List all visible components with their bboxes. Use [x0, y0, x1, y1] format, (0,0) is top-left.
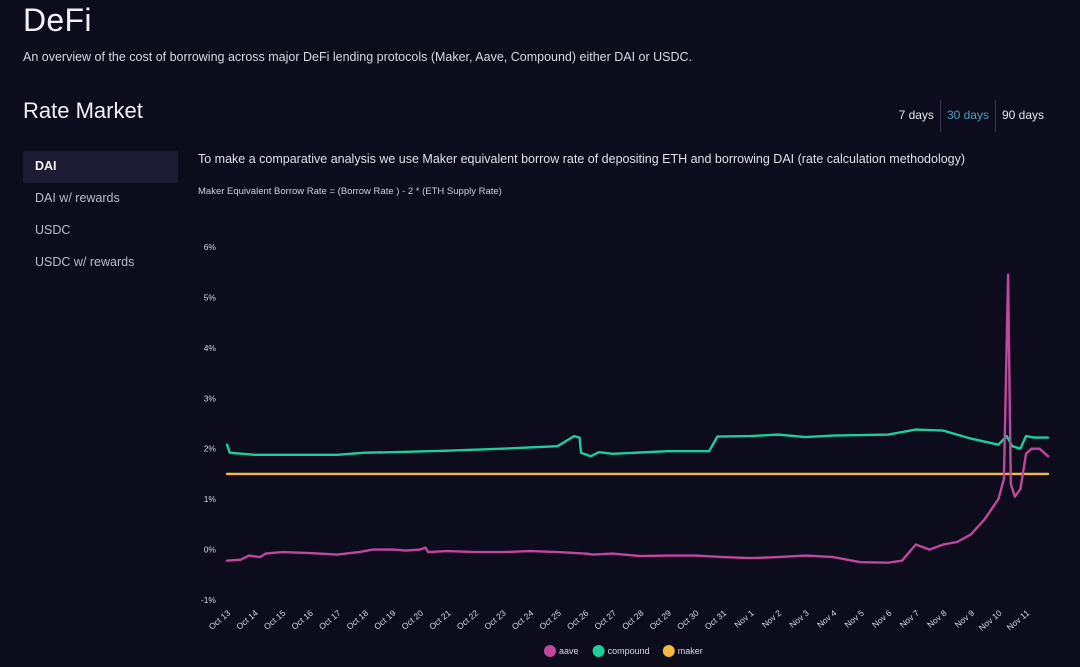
legend-label-maker: maker — [678, 646, 703, 656]
x-tick-label: Oct 16 — [289, 608, 315, 632]
tab-90-days[interactable]: 90 days — [1001, 108, 1044, 122]
x-tick-label: Oct 15 — [262, 608, 288, 632]
page-subtitle: An overview of the cost of borrowing acr… — [23, 50, 693, 64]
x-tick-label: Nov 11 — [1005, 608, 1032, 633]
x-tick-label: Oct 27 — [592, 608, 618, 632]
x-tick-label: Nov 9 — [953, 608, 977, 630]
rate-chart: -1%0%1%2%3%4%5%6%Oct 13 Oct 14 Oct 15 Oct 1… — [201, 242, 1050, 657]
y-tick-label: 3% — [204, 393, 217, 403]
x-tick-label: Oct 21 — [427, 608, 453, 632]
x-tick-label: Nov 4 — [815, 608, 839, 630]
sidebar-item-dai[interactable]: DAI — [23, 151, 178, 183]
asset-sidebar: DAI DAI w/ rewards USDC USDC w/ rewards — [23, 151, 178, 279]
x-tick-label: Oct 19 — [372, 608, 398, 632]
x-tick-label: Oct 17 — [317, 608, 343, 632]
x-tick-label: Oct 26 — [565, 608, 591, 632]
y-tick-label: 4% — [204, 343, 217, 353]
y-tick-label: 5% — [204, 292, 217, 302]
legend-swatch-aave — [544, 645, 556, 657]
x-tick-label: Oct 31 — [703, 608, 729, 632]
x-tick-label: Oct 20 — [400, 608, 426, 632]
x-tick-label: Oct 29 — [647, 608, 673, 632]
x-tick-label: Nov 2 — [760, 608, 784, 630]
x-tick-label: Oct 14 — [234, 608, 260, 632]
x-tick-label: Nov 10 — [977, 608, 1004, 633]
x-tick-label: Oct 23 — [482, 608, 508, 632]
legend-swatch-maker — [662, 645, 675, 657]
series-line-aave — [225, 273, 1050, 564]
y-tick-label: 1% — [204, 494, 217, 504]
x-tick-label: Nov 1 — [732, 608, 756, 630]
tab-7-days[interactable]: 7 days — [893, 100, 941, 132]
rate-formula: Maker Equivalent Borrow Rate = (Borrow R… — [198, 186, 502, 197]
legend-label-compound: compound — [608, 646, 650, 656]
x-tick-label: Nov 5 — [842, 608, 866, 630]
sidebar-item-usdc[interactable]: USDC — [35, 223, 71, 237]
series-line-compound — [225, 428, 1050, 458]
y-tick-label: 0% — [204, 545, 217, 555]
tab-30-days[interactable]: 30 days — [941, 100, 996, 132]
sidebar-item-dai-rewards[interactable]: DAI w/ rewards — [35, 191, 120, 205]
x-tick-label: Oct 30 — [675, 608, 701, 632]
x-tick-label: Oct 25 — [537, 608, 563, 632]
page-title: DeFi — [23, 2, 92, 38]
x-tick-label: Oct 22 — [455, 608, 481, 632]
x-tick-label: Nov 3 — [787, 608, 811, 630]
x-tick-label: Nov 6 — [870, 608, 894, 630]
legend-swatch-compound — [592, 645, 605, 657]
section-title: Rate Market — [23, 98, 143, 123]
x-tick-label: Oct 24 — [510, 608, 536, 632]
chart-description: To make a comparative analysis we use Ma… — [198, 152, 966, 166]
x-tick-label: Oct 28 — [620, 608, 646, 632]
y-tick-label: -1% — [201, 595, 217, 605]
x-tick-label: Oct 18 — [344, 608, 370, 632]
x-tick-label: Nov 8 — [925, 608, 949, 630]
y-tick-label: 6% — [204, 242, 217, 252]
x-tick-label: Nov 7 — [898, 608, 922, 630]
time-range-tabs: 7 days 30 days 90 days — [893, 100, 1050, 132]
sidebar-item-usdc-rewards[interactable]: USDC w/ rewards — [35, 255, 135, 269]
x-tick-label: Oct 13 — [207, 608, 233, 632]
y-tick-label: 2% — [204, 444, 217, 454]
legend-label-aave: aave — [559, 646, 579, 656]
